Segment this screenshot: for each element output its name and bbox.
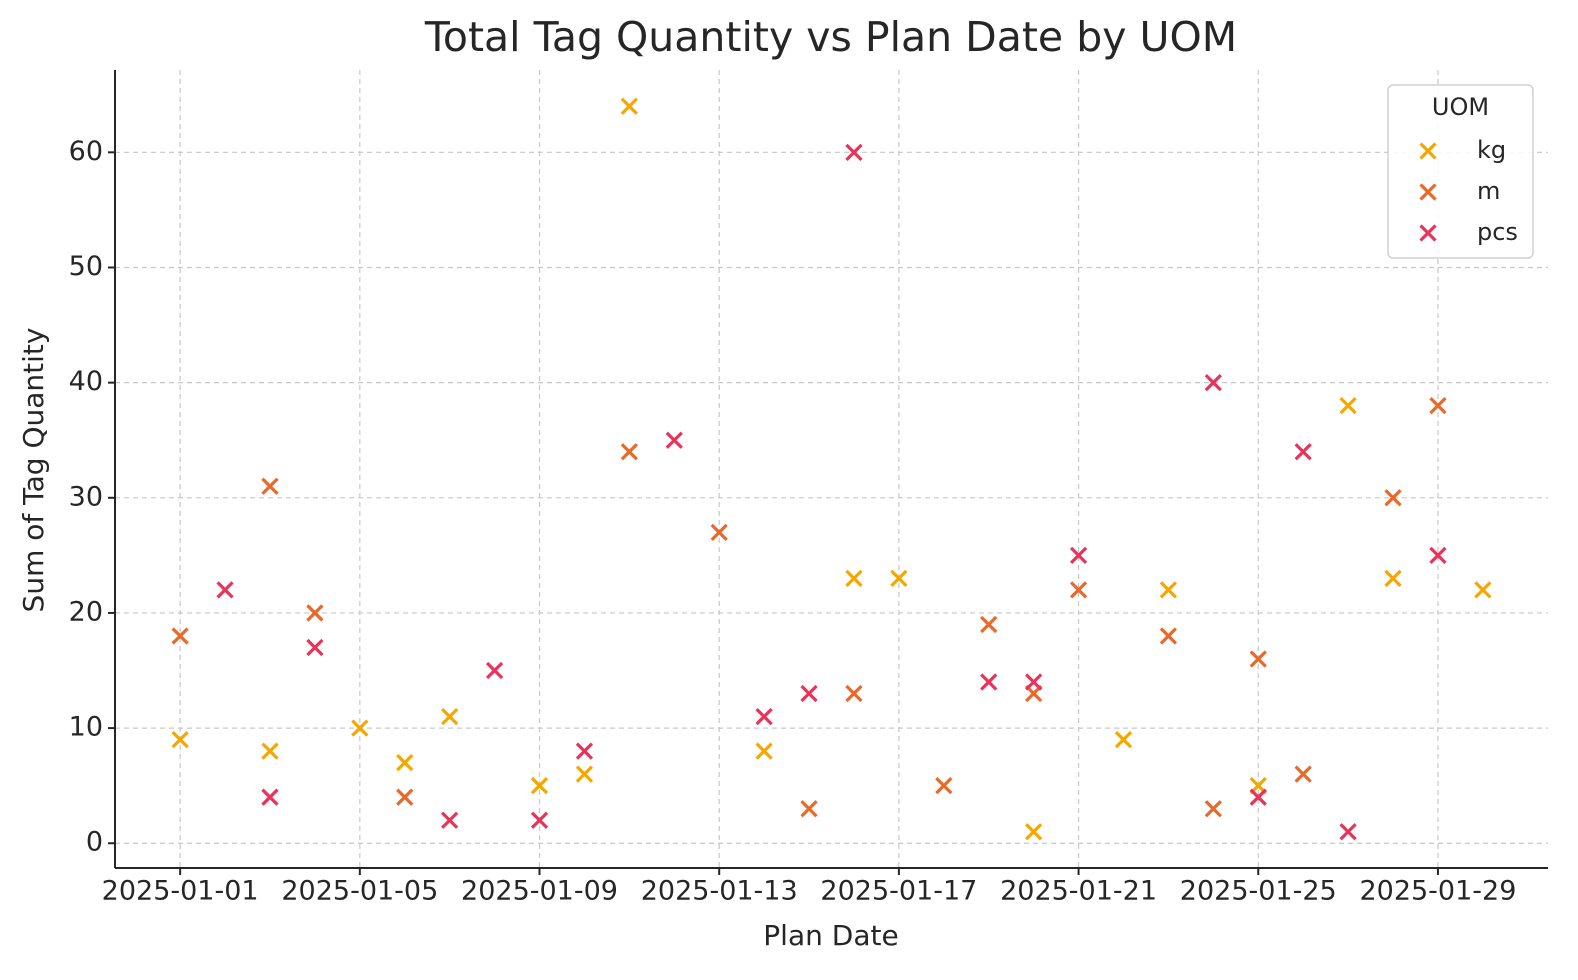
marker: [1384, 489, 1402, 507]
y-tick-label: 40: [69, 366, 103, 397]
marker: [755, 742, 773, 760]
legend-label: pcs: [1477, 218, 1518, 246]
marker: [935, 777, 953, 795]
marker: [1339, 397, 1357, 415]
x-tick-label: 2025-01-01: [102, 876, 259, 907]
marker: [1294, 765, 1312, 783]
x-tick-label: 2025-01-21: [1000, 876, 1157, 907]
marker: [261, 477, 279, 495]
marker: [755, 707, 773, 726]
marker: [530, 811, 549, 829]
marker: [845, 684, 863, 703]
marker: [710, 523, 728, 541]
marker: [575, 765, 594, 783]
legend-marker: [1419, 224, 1437, 242]
marker: [396, 788, 414, 806]
marker: [1249, 788, 1267, 806]
marker: [306, 604, 324, 622]
marker: [980, 615, 998, 634]
x-tick-label: 2025-01-13: [641, 876, 798, 907]
marker: [1159, 627, 1178, 645]
x-tick-label: 2025-01-09: [461, 876, 618, 907]
legend-marker: [1419, 183, 1437, 201]
x-axis-label: Plan Date: [763, 919, 898, 952]
marker: [980, 673, 998, 691]
marker: [1204, 374, 1222, 392]
marker: [306, 638, 324, 657]
marker: [845, 143, 863, 161]
marker: [1474, 581, 1492, 599]
x-tick-label: 2025-01-05: [281, 876, 438, 907]
marker: [1294, 443, 1312, 461]
legend-box: [1387, 84, 1534, 259]
marker: [441, 707, 459, 726]
marker: [396, 754, 414, 772]
marker: [1069, 546, 1088, 564]
legend: UOM kg m pcs: [1387, 84, 1534, 259]
marker: [575, 742, 594, 760]
y-tick-label: 60: [69, 136, 103, 167]
marker: [620, 443, 638, 461]
marker: [216, 581, 234, 599]
chart-title: Total Tag Quantity vs Plan Date by UOM: [424, 13, 1237, 61]
legend-title: UOM: [1432, 93, 1489, 121]
marker: [1025, 673, 1043, 691]
marker: [800, 800, 818, 818]
legend-marker: [1419, 142, 1437, 160]
marker: [1339, 823, 1357, 841]
marker: [1159, 581, 1178, 599]
marker: [1114, 730, 1133, 749]
marker: [1384, 569, 1402, 588]
legend-label: m: [1477, 177, 1500, 205]
y-tick-label: 10: [69, 712, 103, 743]
marker: [890, 569, 908, 588]
x-tick-label: 2025-01-25: [1180, 876, 1337, 907]
y-axis-label: Sum of Tag Quantity: [17, 328, 50, 613]
marker: [485, 661, 504, 680]
marker: [261, 742, 279, 760]
marker: [171, 627, 189, 645]
marker: [1025, 823, 1043, 841]
y-tick-label: 50: [69, 251, 103, 282]
marker: [1069, 581, 1088, 599]
marker: [171, 730, 189, 749]
marker: [1204, 800, 1222, 818]
marker: [845, 569, 863, 588]
marker: [800, 684, 818, 703]
marker: [441, 811, 459, 829]
marker: [351, 719, 369, 737]
marker: [261, 788, 279, 806]
x-tick-label: 2025-01-17: [820, 876, 977, 907]
y-tick-label: 0: [86, 827, 103, 858]
y-tick-label: 20: [69, 596, 103, 627]
marker: [665, 431, 683, 449]
marker: [1249, 650, 1267, 668]
legend-label: kg: [1477, 136, 1506, 164]
marker: [1429, 546, 1447, 564]
x-tick-label: 2025-01-29: [1359, 876, 1516, 907]
marker: [620, 97, 638, 115]
marker: [1429, 397, 1447, 415]
marker: [530, 777, 549, 795]
y-tick-label: 30: [69, 481, 103, 512]
